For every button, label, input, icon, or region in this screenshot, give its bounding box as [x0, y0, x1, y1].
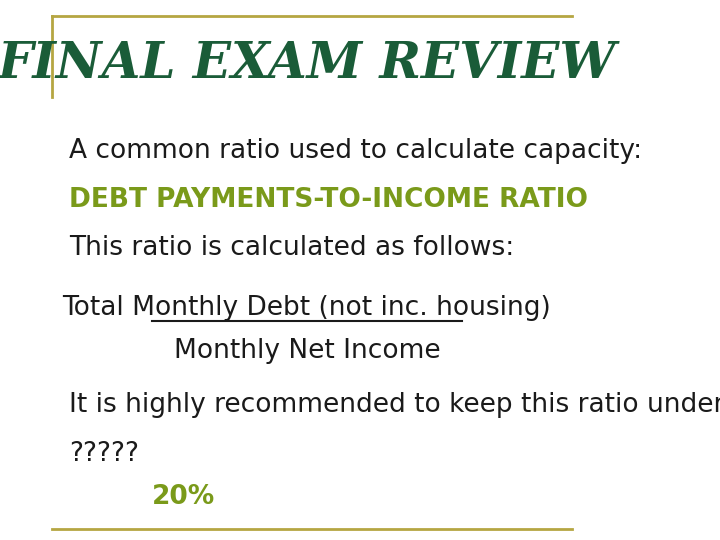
Text: It is highly recommended to keep this ratio under: It is highly recommended to keep this ra… [69, 392, 720, 418]
Text: This ratio is calculated as follows:: This ratio is calculated as follows: [69, 235, 514, 261]
Text: ?????: ????? [69, 441, 139, 467]
Text: A common ratio used to calculate capacity:: A common ratio used to calculate capacit… [69, 138, 642, 164]
Text: Monthly Net Income: Monthly Net Income [174, 338, 440, 364]
Text: Total Monthly Debt (not inc. housing): Total Monthly Debt (not inc. housing) [63, 295, 552, 321]
Text: DEBT PAYMENTS-TO-INCOME RATIO: DEBT PAYMENTS-TO-INCOME RATIO [69, 187, 588, 213]
Text: 20%: 20% [152, 484, 215, 510]
Text: FINAL EXAM REVIEW: FINAL EXAM REVIEW [0, 40, 616, 89]
